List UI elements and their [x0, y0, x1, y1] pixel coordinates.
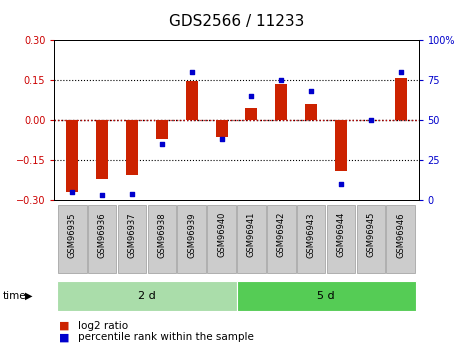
FancyBboxPatch shape	[327, 205, 355, 273]
Point	[188, 69, 195, 75]
Bar	[66, 120, 78, 192]
Text: ■: ■	[59, 321, 70, 331]
Text: ■: ■	[59, 333, 70, 342]
Bar	[126, 120, 138, 175]
FancyBboxPatch shape	[297, 205, 325, 273]
Bar	[245, 108, 257, 120]
Text: GDS2566 / 11233: GDS2566 / 11233	[169, 14, 304, 29]
FancyBboxPatch shape	[386, 205, 415, 273]
Bar	[186, 81, 198, 120]
Text: GSM96939: GSM96939	[187, 212, 196, 257]
Text: GSM96942: GSM96942	[277, 212, 286, 257]
FancyBboxPatch shape	[88, 205, 116, 273]
Bar	[335, 120, 347, 171]
Text: GSM96937: GSM96937	[128, 212, 137, 258]
Bar	[216, 120, 228, 137]
FancyBboxPatch shape	[148, 205, 176, 273]
FancyBboxPatch shape	[357, 205, 385, 273]
FancyBboxPatch shape	[177, 205, 206, 273]
Point	[337, 181, 345, 187]
FancyBboxPatch shape	[207, 205, 236, 273]
Point	[128, 191, 136, 196]
Point	[397, 69, 404, 75]
Text: GSM96945: GSM96945	[367, 212, 376, 257]
Text: time: time	[2, 291, 26, 301]
Point	[248, 93, 255, 99]
Text: GSM96946: GSM96946	[396, 212, 405, 257]
FancyBboxPatch shape	[58, 205, 87, 273]
Text: 5 d: 5 d	[317, 291, 335, 301]
Bar	[96, 120, 108, 179]
Text: GSM96941: GSM96941	[247, 212, 256, 257]
Text: log2 ratio: log2 ratio	[78, 321, 128, 331]
FancyBboxPatch shape	[118, 205, 146, 273]
Text: 2 d: 2 d	[138, 291, 156, 301]
Bar	[395, 78, 407, 120]
Point	[218, 136, 225, 142]
Text: GSM96944: GSM96944	[336, 212, 345, 257]
Bar	[305, 104, 317, 120]
Point	[98, 193, 106, 198]
Text: GSM96936: GSM96936	[97, 212, 106, 258]
Bar	[57, 281, 236, 310]
Point	[69, 189, 76, 195]
Text: GSM96938: GSM96938	[158, 212, 166, 258]
Bar	[236, 281, 416, 310]
Text: ▶: ▶	[25, 291, 32, 301]
FancyBboxPatch shape	[267, 205, 296, 273]
Text: GSM96943: GSM96943	[307, 212, 315, 257]
Text: GSM96935: GSM96935	[68, 212, 77, 257]
Bar	[275, 84, 287, 120]
Point	[158, 141, 166, 147]
Text: percentile rank within the sample: percentile rank within the sample	[78, 333, 254, 342]
Text: GSM96940: GSM96940	[217, 212, 226, 257]
Bar	[156, 120, 168, 139]
Point	[278, 77, 285, 82]
Point	[307, 88, 315, 94]
FancyBboxPatch shape	[237, 205, 266, 273]
Point	[367, 117, 375, 122]
